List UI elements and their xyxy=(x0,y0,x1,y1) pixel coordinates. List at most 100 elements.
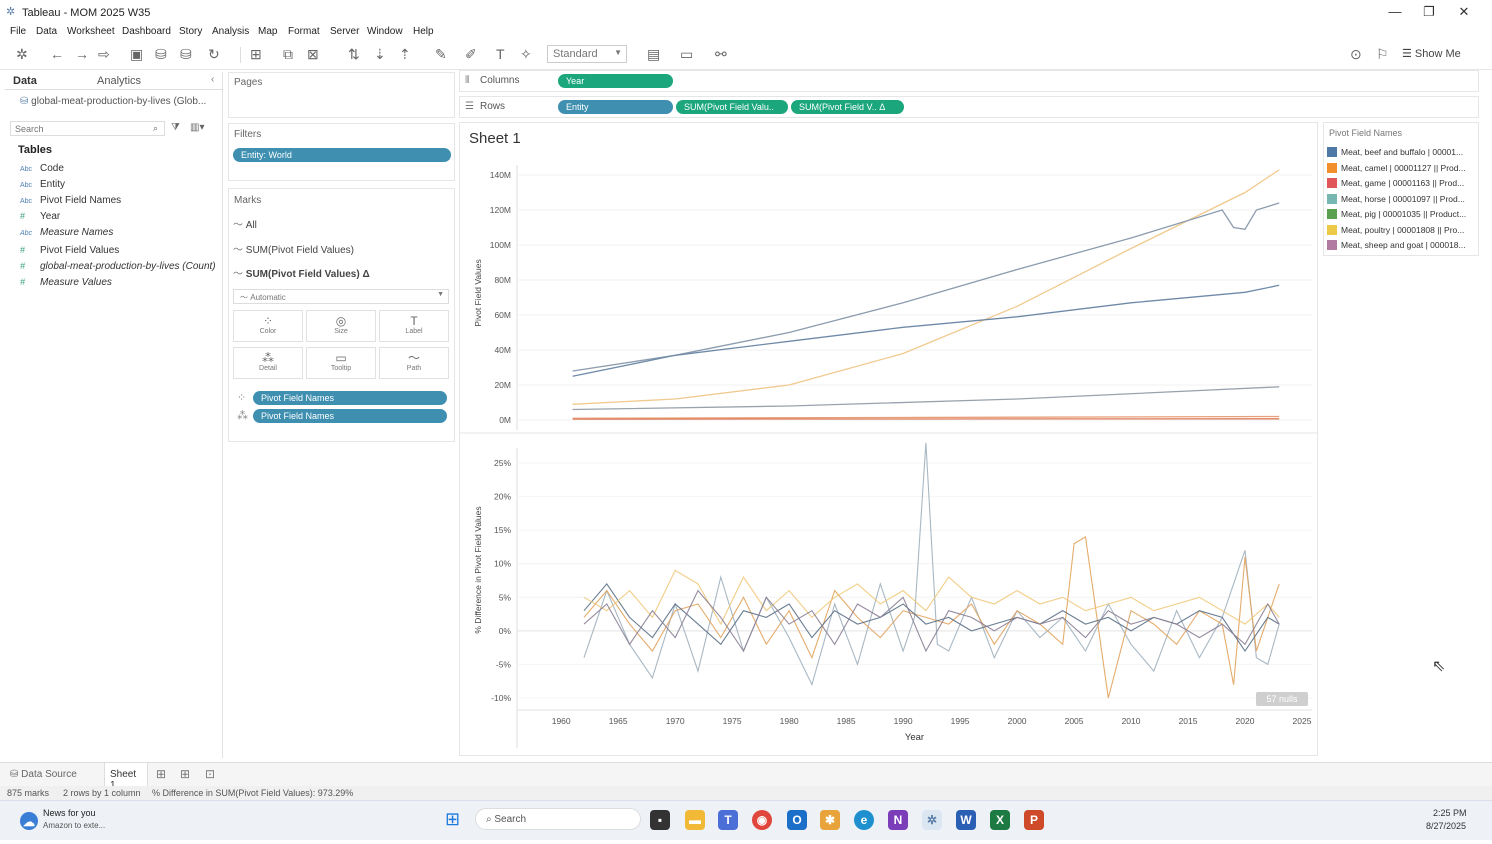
marks-sum-tab[interactable]: 〜 SUM(Pivot Field Values) xyxy=(233,241,354,256)
size-button[interactable]: ◎ Size xyxy=(306,310,376,342)
detail-button[interactable]: ⁂ Detail xyxy=(233,347,303,379)
teams-icon[interactable]: T xyxy=(718,810,738,830)
word-icon[interactable]: W xyxy=(956,810,976,830)
field-code[interactable]: Abc Code xyxy=(20,163,64,174)
news-title[interactable]: News for you xyxy=(43,808,96,818)
datasource-item[interactable]: ⛁ global-meat-production-by-lives (Glob.… xyxy=(20,96,206,107)
data-source-tab[interactable]: ⛁ Data Source xyxy=(10,769,77,780)
legend-item[interactable]: Meat, sheep and goat | 000018... xyxy=(1327,240,1473,250)
file-explorer-icon[interactable]: ▬ xyxy=(685,810,705,830)
minimize-button[interactable]: — xyxy=(1388,4,1402,19)
legend-item[interactable]: Meat, pig | 00001035 || Product... xyxy=(1327,209,1473,219)
tab-data[interactable]: Data xyxy=(13,75,37,87)
field-entity[interactable]: Abc Entity xyxy=(20,179,65,190)
rows-shelf[interactable]: ☰ Rows Entity SUM(Pivot Field Valu.. SUM… xyxy=(459,96,1479,118)
marks-pill-detail[interactable]: Pivot Field Names xyxy=(253,409,447,423)
new-datasource-icon[interactable]: ⛁ xyxy=(155,46,167,62)
pause-updates-icon[interactable]: ⛁ xyxy=(180,46,192,62)
color-button[interactable]: ⁘ Color xyxy=(233,310,303,342)
show-cards-icon[interactable]: ▤ xyxy=(647,46,661,62)
new-worksheet-icon[interactable]: ⊞ xyxy=(250,46,262,62)
new-worksheet-icon[interactable]: ⊞ xyxy=(156,767,167,781)
legend-item[interactable]: Meat, horse | 00001097 || Prod... xyxy=(1327,193,1473,204)
task-view-icon[interactable]: ▪ xyxy=(650,810,670,830)
field-pivot-field-names[interactable]: Abc Pivot Field Names xyxy=(20,195,121,206)
news-weather-icon[interactable]: ☁ xyxy=(20,812,38,830)
nulls-indicator[interactable] xyxy=(1256,692,1308,706)
field-year[interactable]: # Year xyxy=(20,211,60,222)
tableau-home-icon[interactable]: ✲ xyxy=(16,46,28,62)
sort-ascending-icon[interactable]: ⇣ xyxy=(374,46,386,62)
filter-pill-entity[interactable]: Entity: World xyxy=(233,148,451,162)
tab-analytics[interactable]: Analytics xyxy=(97,75,142,87)
redo-icon[interactable]: → xyxy=(75,46,89,62)
field-measure-names[interactable]: Abc Measure Names xyxy=(20,227,113,238)
onenote-icon[interactable]: N xyxy=(888,810,908,830)
menu-analysis[interactable]: Analysis xyxy=(212,26,250,37)
field-search-input[interactable] xyxy=(10,121,165,136)
show-me-button[interactable]: ☰ Show Me xyxy=(1402,48,1461,60)
tooltip-button[interactable]: ▭ Tooltip xyxy=(306,347,376,379)
show-labels-icon[interactable]: T xyxy=(496,46,505,62)
menu-help[interactable]: Help xyxy=(413,26,434,37)
save-icon[interactable]: ▣ xyxy=(130,46,144,62)
path-button[interactable]: 〜 Path xyxy=(379,347,449,379)
excel-icon[interactable]: X xyxy=(990,810,1010,830)
legend-item[interactable]: Meat, camel | 00001127 || Prod... xyxy=(1327,162,1473,173)
pin-icon[interactable]: ✧ xyxy=(520,46,532,62)
field-measure-values[interactable]: # Measure Values xyxy=(20,277,112,288)
menu-worksheet[interactable]: Worksheet xyxy=(67,26,115,37)
swap-icon[interactable]: ⇅ xyxy=(348,46,360,62)
menu-format[interactable]: Format xyxy=(288,26,320,37)
menu-map[interactable]: Map xyxy=(258,26,278,37)
slack-icon[interactable]: ✱ xyxy=(820,810,840,830)
replay-icon[interactable]: ⇨ xyxy=(98,46,110,62)
columns-shelf[interactable]: ⦀ Columns Year xyxy=(459,70,1479,92)
menu-server[interactable]: Server xyxy=(330,26,360,37)
pages-card[interactable]: Pages xyxy=(228,72,455,118)
new-dashboard-icon[interactable]: ⊞ xyxy=(180,767,191,781)
menu-file[interactable]: File xyxy=(10,26,27,37)
clear-sheet-icon[interactable]: ⊠ xyxy=(307,46,319,62)
label-button[interactable]: T Label xyxy=(379,310,449,342)
filter-icon[interactable]: ⧩ xyxy=(171,122,180,133)
menu-dashboard[interactable]: Dashboard xyxy=(122,26,171,37)
rows-pill-sum-delta[interactable]: SUM(Pivot Field V.. Δ xyxy=(791,100,904,114)
collapse-pane-icon[interactable]: ‹ xyxy=(211,74,215,85)
marks-sum-delta-tab[interactable]: 〜 SUM(Pivot Field Values) Δ xyxy=(233,265,370,280)
duplicate-sheet-icon[interactable]: ⧉ xyxy=(283,46,293,62)
field-pivot-field-values[interactable]: # Pivot Field Values xyxy=(20,245,119,256)
new-story-icon[interactable]: ⊡ xyxy=(205,767,216,781)
restore-button[interactable]: ❐ xyxy=(1423,4,1435,19)
publish-icon[interactable]: ⊙ xyxy=(1350,46,1362,62)
menu-window[interactable]: Window xyxy=(367,26,403,37)
sort-descending-icon[interactable]: ⇡ xyxy=(399,46,411,62)
presentation-icon[interactable]: ▭ xyxy=(680,46,694,62)
legend-item[interactable]: Meat, game | 00001163 || Prod... xyxy=(1327,178,1473,188)
marks-pill-color[interactable]: Pivot Field Names xyxy=(253,391,447,405)
field-count[interactable]: # global-meat-production-by-lives (Count) xyxy=(20,261,216,272)
legend-item[interactable]: Meat, beef and buffalo | 00001... xyxy=(1327,147,1473,157)
filters-card[interactable]: Filters Entity: World xyxy=(228,123,455,181)
refresh-icon[interactable]: ↻ xyxy=(208,46,220,62)
group-icon[interactable]: ✐ xyxy=(465,46,477,62)
view-options-icon[interactable]: ▥▾ xyxy=(190,122,205,133)
taskbar-search[interactable]: ⌕ Search xyxy=(475,808,641,830)
mark-type-dropdown[interactable]: 〜 Automatic ▼ xyxy=(233,289,449,304)
menu-story[interactable]: Story xyxy=(179,26,203,37)
close-button[interactable]: ✕ xyxy=(1458,4,1470,19)
rows-pill-entity[interactable]: Entity xyxy=(558,100,673,114)
sheet1-tab[interactable]: Sheet 1 xyxy=(104,763,148,791)
legend-item[interactable]: Meat, poultry | 00001808 || Pro... xyxy=(1327,224,1473,235)
fit-dropdown[interactable]: Standard ▼ xyxy=(547,45,627,63)
columns-pill-year[interactable]: Year xyxy=(558,74,673,88)
undo-icon[interactable]: ← xyxy=(50,46,64,62)
windows-start-icon[interactable]: ⊞ xyxy=(445,809,461,829)
tableau-taskbar-icon[interactable]: ✲ xyxy=(922,810,942,830)
rows-pill-sum[interactable]: SUM(Pivot Field Valu.. xyxy=(676,100,788,114)
dual-line-chart[interactable]: 0M 20M 40M 60M 80M 100M 120M 140M Pivot Field Va… xyxy=(460,150,1317,755)
highlight-icon[interactable]: ✎ xyxy=(435,46,447,62)
outlook-icon[interactable]: O xyxy=(787,810,807,830)
edge-icon[interactable]: e xyxy=(854,810,874,830)
ask-data-icon[interactable]: ⚐ xyxy=(1376,46,1389,62)
